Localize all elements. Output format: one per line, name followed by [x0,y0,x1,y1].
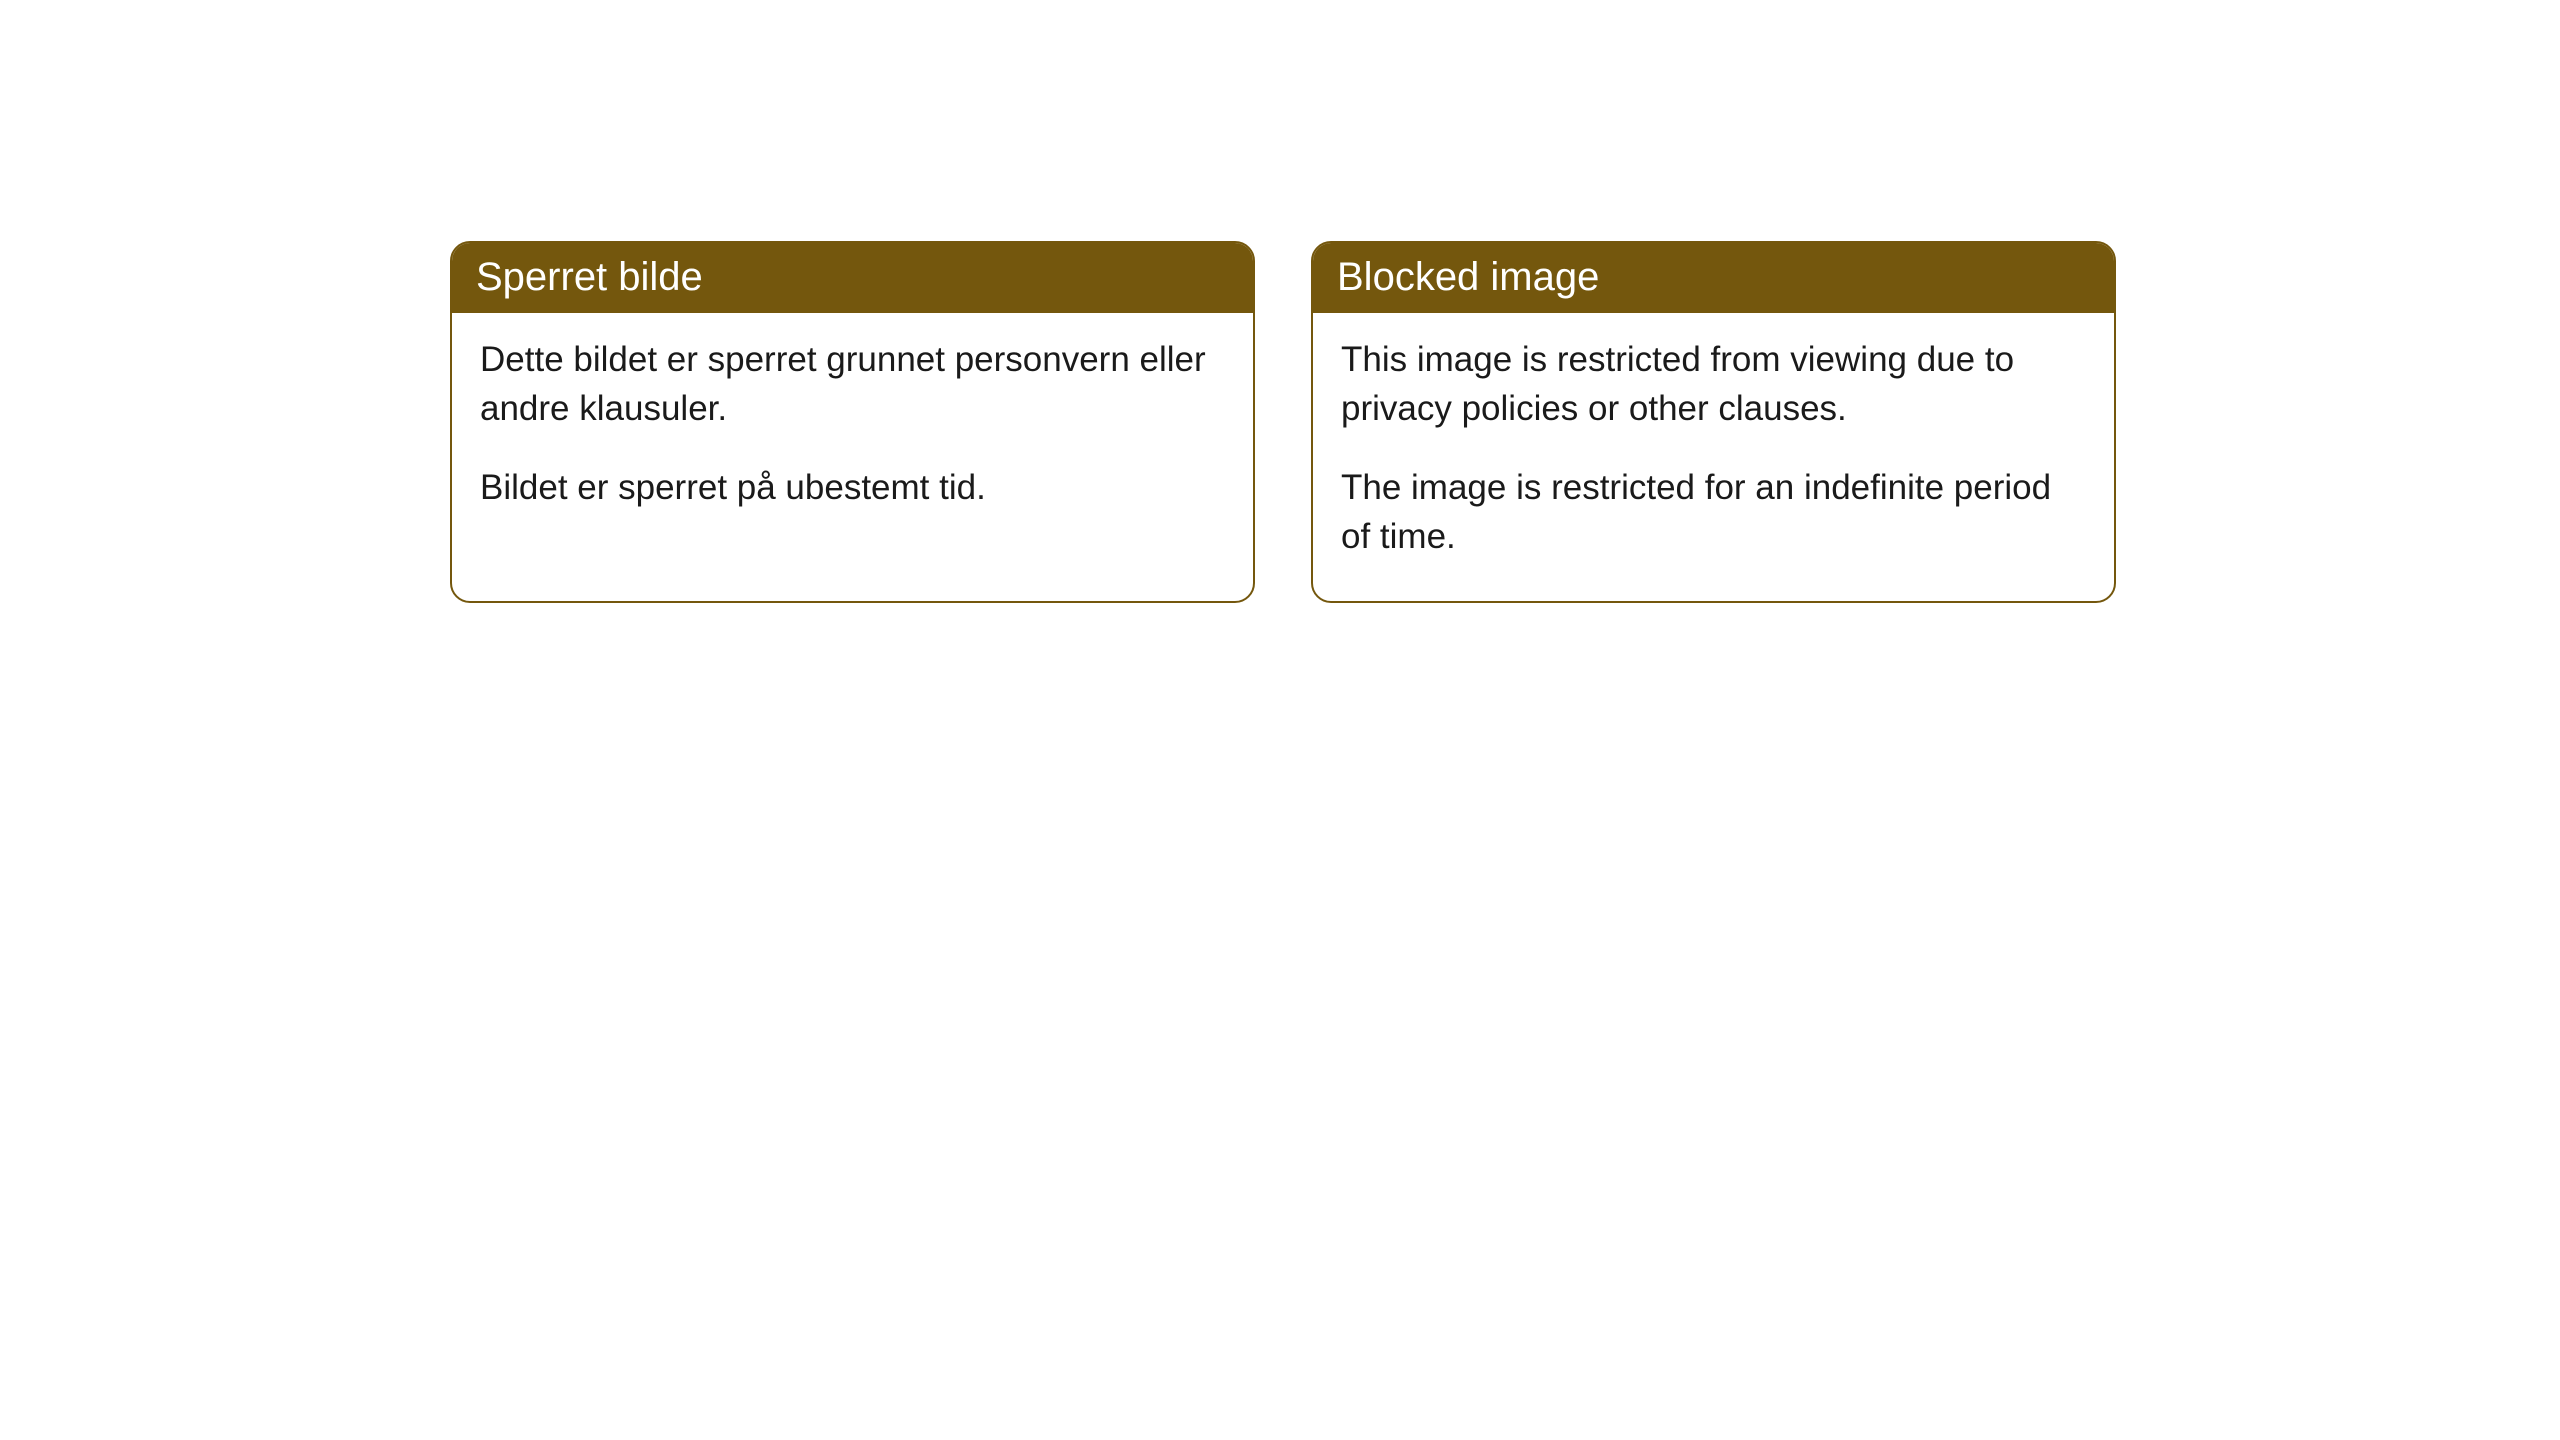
card-paragraph-1: Dette bildet er sperret grunnet personve… [480,335,1225,433]
card-norwegian: Sperret bilde Dette bildet er sperret gr… [450,241,1255,603]
card-body-norwegian: Dette bildet er sperret grunnet personve… [452,313,1253,552]
card-paragraph-1: This image is restricted from viewing du… [1341,335,2086,433]
cards-container: Sperret bilde Dette bildet er sperret gr… [0,0,2560,603]
card-english: Blocked image This image is restricted f… [1311,241,2116,603]
card-paragraph-2: Bildet er sperret på ubestemt tid. [480,463,1225,512]
card-header-english: Blocked image [1313,243,2114,313]
card-header-norwegian: Sperret bilde [452,243,1253,313]
card-paragraph-2: The image is restricted for an indefinit… [1341,463,2086,561]
card-body-english: This image is restricted from viewing du… [1313,313,2114,601]
